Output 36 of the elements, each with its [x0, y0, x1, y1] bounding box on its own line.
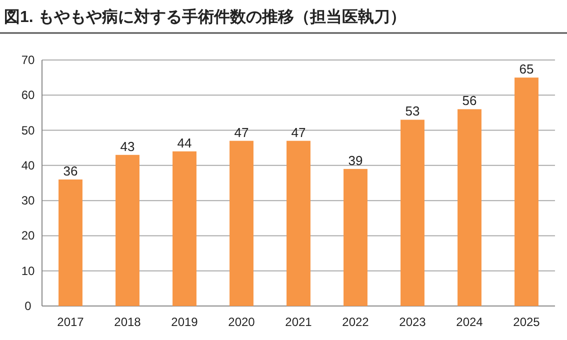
data-label: 44 — [177, 135, 192, 150]
x-tick-label: 2018 — [114, 315, 142, 329]
bar — [172, 151, 196, 306]
y-tick-label: 30 — [21, 194, 35, 208]
x-tick-label: 2023 — [399, 315, 426, 329]
data-label: 39 — [348, 152, 363, 168]
data-label: 65 — [519, 62, 534, 77]
x-tick-label: 2021 — [285, 315, 312, 329]
x-tick-label: 2025 — [513, 315, 540, 329]
y-tick-label: 0 — [24, 299, 32, 313]
y-tick-label: 10 — [21, 264, 35, 278]
y-tick-label: 20 — [21, 228, 35, 243]
y-tick-label: 70 — [21, 53, 35, 67]
data-label: 47 — [234, 124, 249, 140]
x-tick-label: 2017 — [57, 315, 84, 329]
data-label: 56 — [462, 93, 477, 108]
bar — [116, 154, 140, 306]
data-label: 47 — [291, 124, 306, 140]
x-tick-label: 2020 — [228, 315, 256, 329]
bar — [400, 120, 424, 306]
y-tick-label: 50 — [21, 123, 35, 138]
bar — [230, 140, 254, 306]
x-tick-label: 2019 — [171, 315, 198, 329]
chart-title: 図1. もやもや病に対する手術件数の推移（担当医執刀） — [4, 7, 406, 26]
y-tick-label: 40 — [21, 158, 35, 172]
bar — [514, 78, 538, 306]
x-tick-label: 2024 — [456, 315, 484, 329]
bar — [344, 168, 368, 306]
data-label: 36 — [63, 163, 78, 178]
bar — [286, 140, 310, 306]
bar — [458, 109, 482, 306]
data-label: 53 — [405, 104, 420, 119]
x-tick-label: 2022 — [342, 315, 370, 329]
data-label: 43 — [120, 138, 135, 154]
y-tick-label: 60 — [21, 88, 35, 102]
bar — [58, 179, 82, 306]
